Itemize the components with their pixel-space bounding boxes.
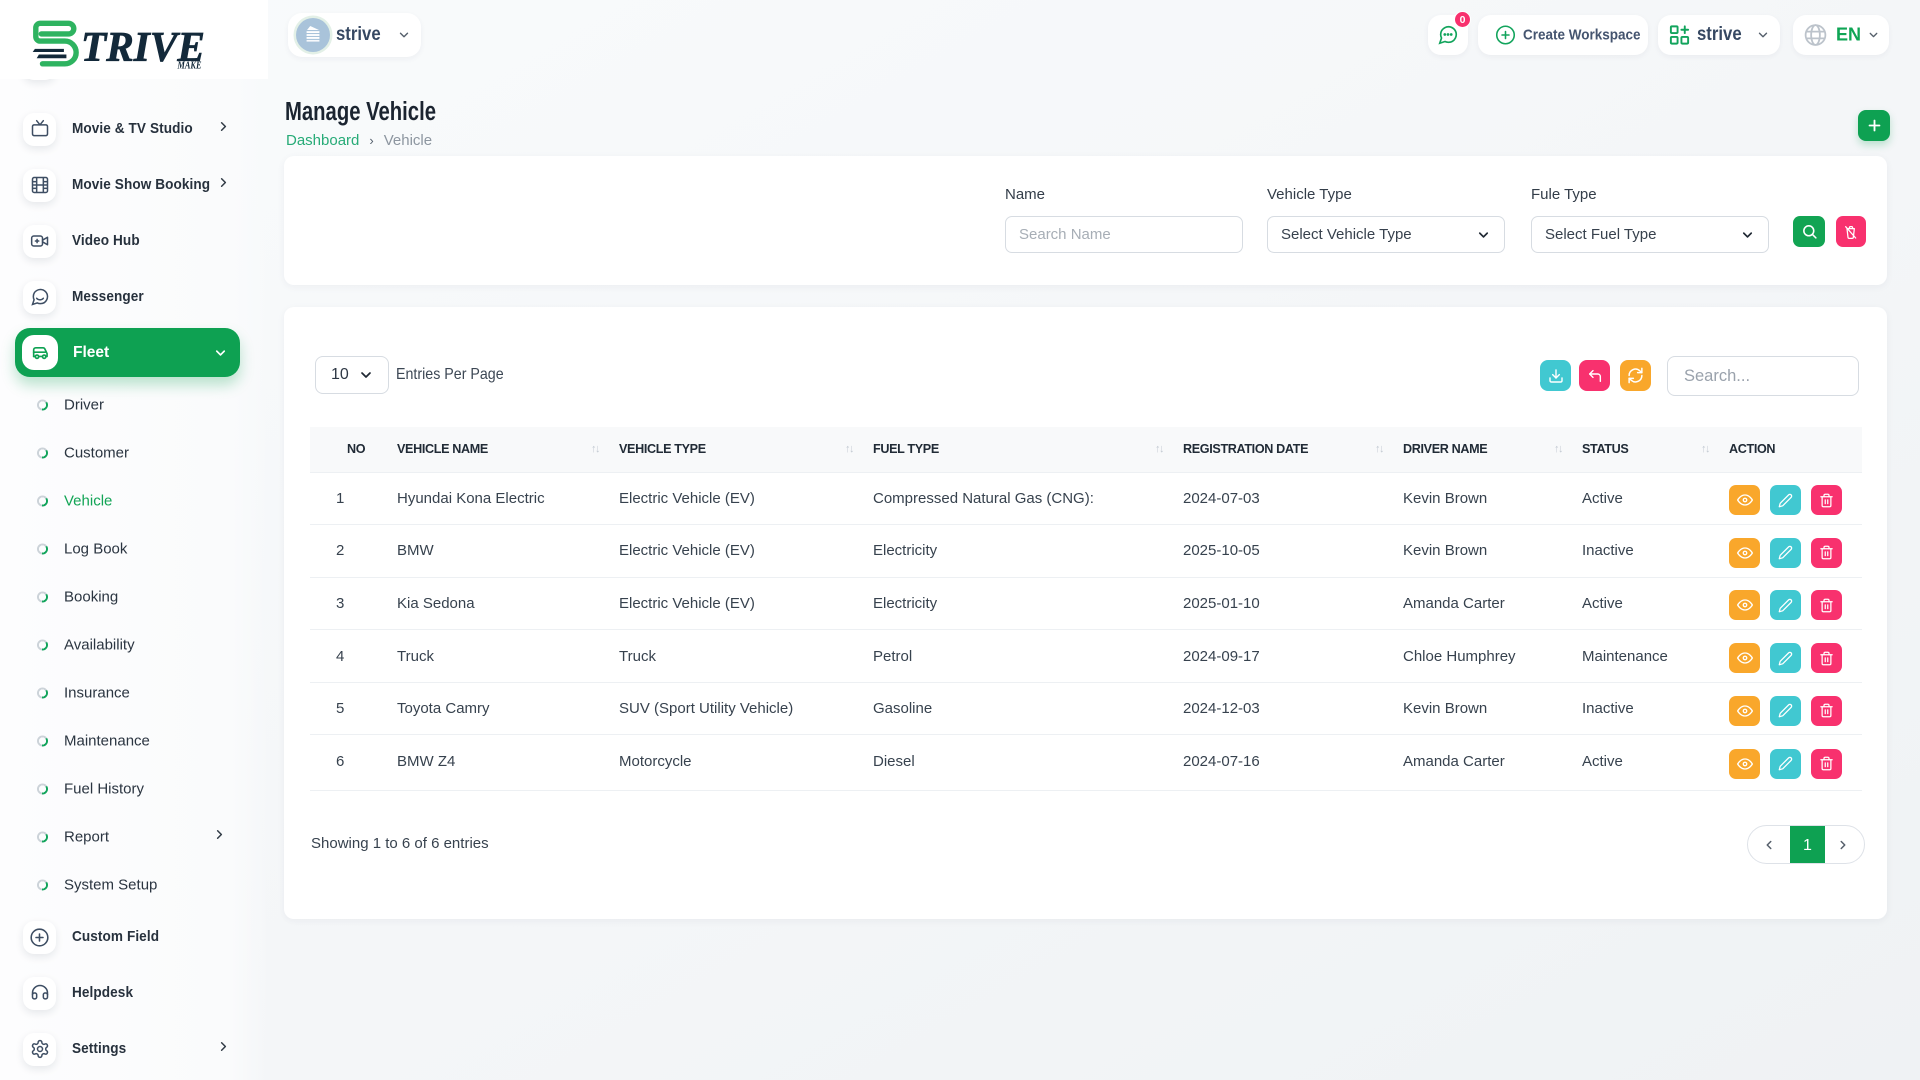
svg-text:TRIVE: TRIVE — [81, 25, 205, 71]
svg-text:MAKE: MAKE — [177, 61, 202, 72]
